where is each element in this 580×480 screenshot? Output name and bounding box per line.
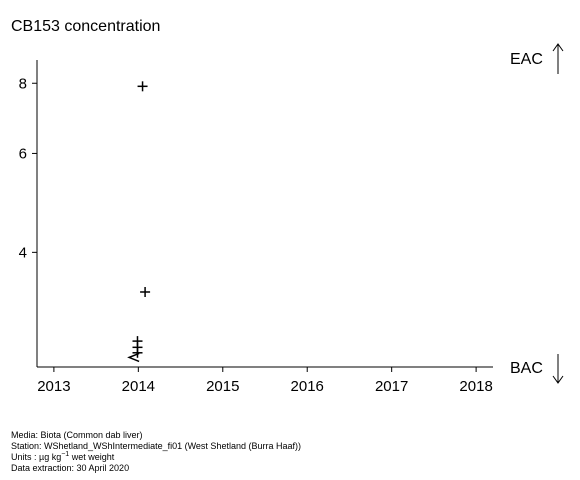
- axes: [36, 60, 493, 368]
- x-tick-label-2017: 2017: [375, 378, 408, 395]
- y-tick-label-6: 6: [19, 145, 27, 162]
- x-tick-label-2018: 2018: [459, 378, 492, 395]
- x-tick-label-2015: 2015: [206, 378, 239, 395]
- footer-units: Units : µg kg−1 wet weight: [11, 451, 115, 462]
- x-tick-label-2014: 2014: [122, 378, 155, 395]
- y-tick-label-4: 4: [19, 244, 27, 261]
- data-points: [127, 81, 151, 363]
- y-axis-ticks: 4 6 8: [19, 75, 37, 261]
- units-prefix: Units : µg kg: [11, 452, 62, 462]
- units-suffix: wet weight: [69, 452, 115, 462]
- footer-media: Media: Biota (Common dab liver): [11, 430, 143, 440]
- x-tick-label-2013: 2013: [37, 378, 70, 395]
- threshold-label-bac: BAC: [510, 360, 543, 377]
- eac-arrow-head: [552, 43, 564, 52]
- bac-arrow-head: [552, 375, 564, 384]
- footer-station: Station: WShetland_WShIntermediate_fi01 …: [11, 441, 301, 451]
- y-tick-label-8: 8: [19, 75, 27, 92]
- units-exponent: −1: [61, 451, 70, 458]
- data-point-1: [140, 286, 151, 297]
- x-axis-ticks: 2013 2014 2015 2016 2017 2018: [37, 367, 493, 395]
- data-point-5: [127, 352, 140, 363]
- censored-marker: [127, 352, 140, 363]
- threshold-label-eac: EAC: [510, 51, 543, 68]
- footer-extraction: Data extraction: 30 April 2020: [11, 463, 130, 473]
- x-tick-label-2016: 2016: [291, 378, 324, 395]
- data-point-4: [132, 347, 143, 358]
- data-point-0: [137, 81, 148, 92]
- threshold-arrows: [552, 43, 564, 384]
- chart-title: CB153 concentration: [11, 18, 161, 35]
